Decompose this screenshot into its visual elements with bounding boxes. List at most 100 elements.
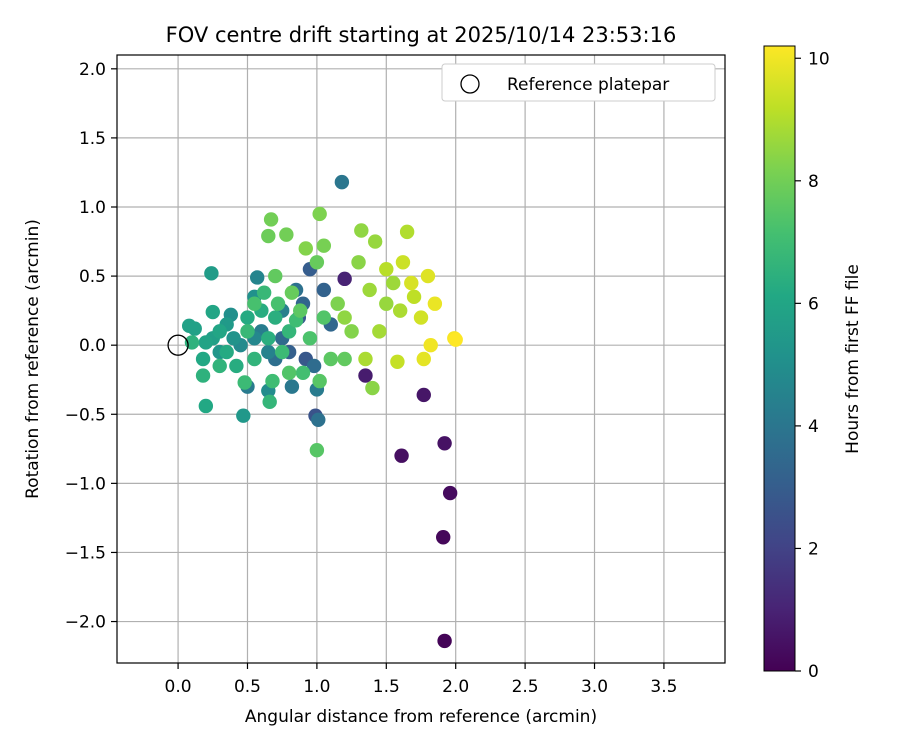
plot-frame [116,54,726,664]
data-point [256,285,272,300]
data-point [437,436,452,451]
legend-box [441,63,716,102]
data-point [268,268,283,284]
y-tick-label: −0.5 [65,405,106,425]
data-point [311,412,326,427]
y-tick-label: 0.5 [79,267,106,287]
data-point [184,335,200,350]
data-point [390,354,405,369]
data-point [413,310,429,325]
data-point [330,296,345,311]
data-point [204,266,219,281]
colorbar-gradient [763,45,796,672]
data-point [195,351,211,367]
data-points [181,174,463,649]
y-axis-label: Rotation from reference (arcmin) [23,219,43,499]
data-point [279,227,294,242]
data-point [212,358,227,374]
data-point [219,344,234,360]
data-point [394,448,409,463]
legend: Reference platepar [441,63,716,102]
data-point [351,255,366,270]
data-point [270,296,286,311]
data-point [323,351,338,367]
data-point [261,228,276,244]
data-point [362,282,377,298]
data-point [442,485,458,501]
data-point [358,351,373,367]
data-point [386,275,401,291]
chart-title: FOV centre drift starting at 2025/10/14 … [166,23,677,47]
data-point [448,332,463,347]
data-point [427,296,443,311]
x-axis-ticks: 0.0 0.5 1.0 1.5 2.0 2.5 3.0 3.5 [165,663,677,697]
data-point [436,530,451,545]
data-point [236,408,251,423]
colorbar-tick-label: 10 [808,49,830,69]
data-point [263,212,279,227]
data-point [337,271,352,287]
y-tick-label: 1.5 [79,129,106,149]
data-point [416,387,431,403]
data-point [423,337,438,353]
data-point [284,285,300,300]
data-point [226,331,241,346]
y-tick-label: 2.0 [79,60,106,80]
data-point [205,304,220,320]
data-point [312,206,327,222]
data-point [372,324,387,339]
y-tick-label: −2.0 [65,613,106,633]
data-point [247,296,262,311]
data-point [316,282,332,298]
data-point [404,275,419,291]
data-point [365,380,380,396]
data-point [274,344,290,360]
data-point [302,331,318,346]
data-point [187,321,202,336]
data-point [295,365,311,381]
colorbar-tick-label: 4 [808,417,819,437]
x-axis-label: Angular distance from reference (arcmin) [245,707,597,727]
legend-label: Reference platepar [507,75,669,95]
data-point [334,174,350,190]
data-point [250,270,265,285]
data-point [337,310,352,325]
data-point [240,324,255,339]
data-point [240,310,255,325]
legend-marker [460,74,480,94]
x-tick-label: 1.5 [373,677,400,697]
data-point [312,373,327,389]
y-tick-label: −1.5 [65,543,106,563]
data-point [354,223,369,238]
colorbar-label: Hours from first FF file [843,264,863,454]
colorbar-tick-label: 0 [808,662,819,682]
data-point [395,255,411,270]
data-point [316,310,332,325]
x-tick-label: 0.5 [234,677,261,697]
data-point [293,303,308,318]
data-point [212,324,227,339]
y-tick-label: −1.0 [65,474,106,494]
colorbar-tick-label: 8 [808,172,819,192]
data-point [237,375,252,390]
data-point [437,633,452,649]
data-point [298,241,313,256]
data-point [379,296,394,311]
y-axis-ticks: −2.0 −1.5 −1.0 −0.5 0.0 0.5 1.0 1.5 2.0 [65,60,117,633]
colorbar: 0 2 4 6 8 10 Hours from first FF file [763,45,863,682]
x-tick-label: 3.5 [650,677,677,697]
data-point [198,398,214,414]
data-point [261,344,276,360]
y-tick-label: 1.0 [79,198,106,218]
colorbar-ticks: 0 2 4 6 8 10 [795,49,830,682]
data-point [392,303,408,318]
x-tick-label: 0.0 [165,677,192,697]
data-point [344,324,359,339]
x-tick-label: 2.5 [512,677,539,697]
data-point [281,324,297,339]
data-point [306,358,322,374]
data-point [399,224,415,240]
data-point [281,365,297,381]
